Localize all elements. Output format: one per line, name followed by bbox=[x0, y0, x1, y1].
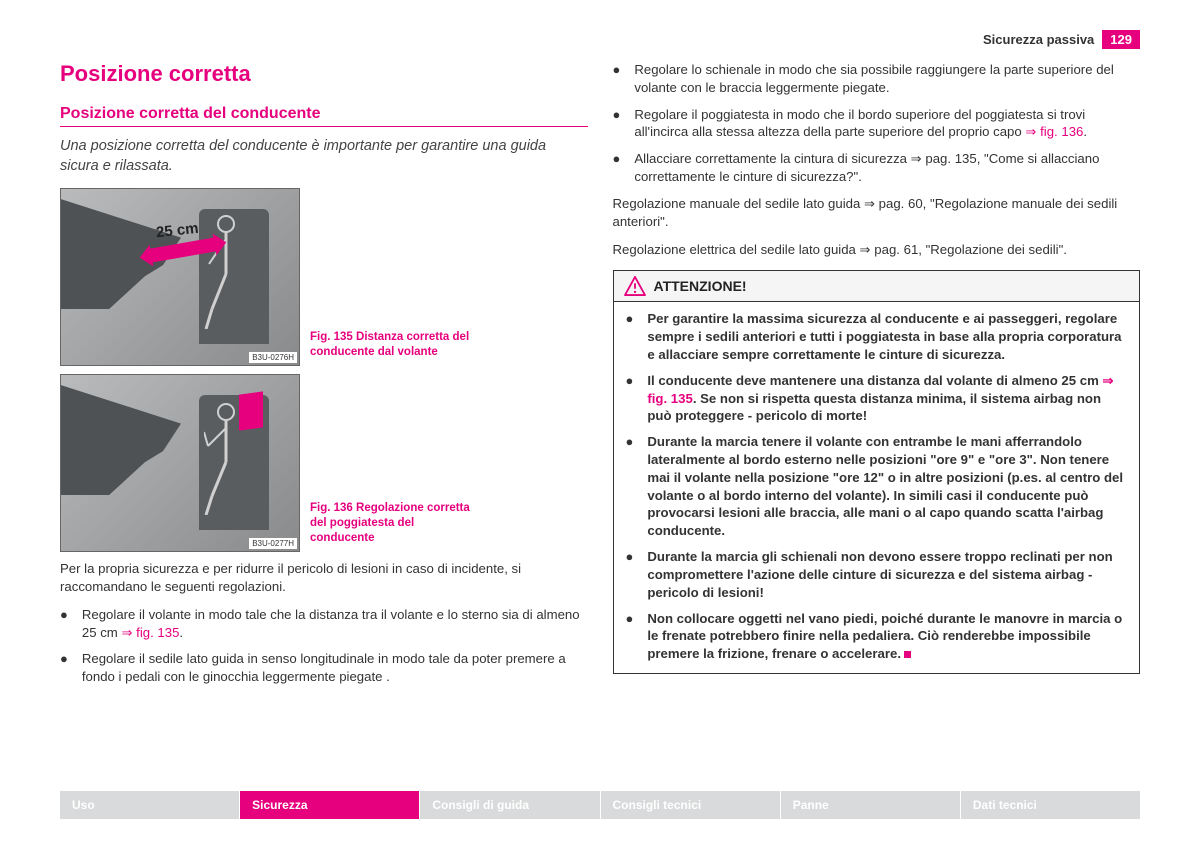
figure-136-row: B3U-0277H Fig. 136 Regolazione corretta … bbox=[60, 374, 588, 552]
figure-135-caption: Fig. 135 Distanza corretta del conducent… bbox=[310, 330, 475, 366]
sub-heading: Posizione corretta del conducente bbox=[60, 105, 588, 127]
content-columns: Posizione corretta Posizione corretta de… bbox=[60, 61, 1140, 695]
attention-header: ATTENZIONE! bbox=[614, 271, 1140, 302]
warning-4: ● Durante la marcia gli schienali non de… bbox=[626, 548, 1128, 601]
nav-consigli-tecnici[interactable]: Consigli tecnici bbox=[601, 791, 781, 819]
warning-text: Il conducente deve mantenere una distanz… bbox=[647, 372, 1127, 425]
lead-text: Una posizione corretta del conducente è … bbox=[60, 137, 588, 176]
main-heading: Posizione corretta bbox=[60, 61, 588, 87]
bullet-5: ● Allacciare correttamente la cintura di… bbox=[613, 150, 1141, 186]
bullet-icon: ● bbox=[626, 610, 634, 663]
bullet-4: ● Regolare il poggiatesta in modo che il… bbox=[613, 106, 1141, 142]
bullet-icon: ● bbox=[626, 372, 634, 425]
warning-5: ● Non collocare oggetti nel vano piedi, … bbox=[626, 610, 1128, 663]
warning-text: Non collocare oggetti nel vano piedi, po… bbox=[647, 610, 1127, 663]
left-column: Posizione corretta Posizione corretta de… bbox=[60, 61, 588, 695]
bullet-text: Allacciare correttamente la cintura di s… bbox=[634, 150, 1140, 186]
bullet-icon: ● bbox=[626, 433, 634, 540]
nav-dati-tecnici[interactable]: Dati tecnici bbox=[961, 791, 1140, 819]
bullet-icon: ● bbox=[60, 606, 68, 642]
skeleton-illustration bbox=[204, 400, 249, 515]
bullet-text: Regolare il volante in modo tale che la … bbox=[82, 606, 588, 642]
warning-text: Durante la marcia tenere il volante con … bbox=[647, 433, 1127, 540]
bottom-nav: Uso Sicurezza Consigli di guida Consigli… bbox=[60, 791, 1140, 819]
attention-box: ATTENZIONE! ● Per garantire la massima s… bbox=[613, 270, 1141, 674]
warning-text: Per garantire la massima sicurezza al co… bbox=[647, 310, 1127, 363]
warning-text: Durante la marcia gli schienali non devo… bbox=[647, 548, 1127, 601]
skeleton-illustration bbox=[204, 214, 249, 329]
paragraph-manual-adjust: Regolazione manuale del sedile lato guid… bbox=[613, 195, 1141, 231]
bullet-icon: ● bbox=[626, 310, 634, 363]
bullet-text: Regolare il sedile lato guida in senso l… bbox=[82, 650, 588, 686]
bullet-3: ● Regolare lo schienale in modo che sia … bbox=[613, 61, 1141, 97]
bullet-icon: ● bbox=[613, 150, 621, 186]
bullet-icon: ● bbox=[626, 548, 634, 601]
section-title: Sicurezza passiva bbox=[983, 32, 1094, 47]
warning-2: ● Il conducente deve mantenere una dista… bbox=[626, 372, 1128, 425]
warning-triangle-icon bbox=[624, 276, 646, 296]
paragraph-electric-adjust: Regolazione elettrica del sedile lato gu… bbox=[613, 241, 1141, 259]
figure-code: B3U-0276H bbox=[249, 352, 297, 363]
figure-135-row: 25 cm B3U-0276H Fig. 135 Distanza corret… bbox=[60, 188, 588, 366]
end-marker-icon bbox=[904, 651, 911, 658]
warning-3: ● Durante la marcia tenere il volante co… bbox=[626, 433, 1128, 540]
dashboard-shape bbox=[61, 385, 181, 495]
nav-panne[interactable]: Panne bbox=[781, 791, 961, 819]
figure-136: B3U-0277H bbox=[60, 374, 300, 552]
distance-label: 25 cm bbox=[155, 220, 199, 241]
warning-1: ● Per garantire la massima sicurezza al … bbox=[626, 310, 1128, 363]
bullet-icon: ● bbox=[60, 650, 68, 686]
attention-body: ● Per garantire la massima sicurezza al … bbox=[614, 302, 1140, 673]
bullet-text: Regolare lo schienale in modo che sia po… bbox=[634, 61, 1140, 97]
figure-136-caption: Fig. 136 Regolazione corretta del poggia… bbox=[310, 501, 475, 552]
right-column: ● Regolare lo schienale in modo che sia … bbox=[613, 61, 1141, 695]
bullet-icon: ● bbox=[613, 61, 621, 97]
bullet-icon: ● bbox=[613, 106, 621, 142]
figure-135: 25 cm B3U-0276H bbox=[60, 188, 300, 366]
nav-uso[interactable]: Uso bbox=[60, 791, 240, 819]
nav-consigli-guida[interactable]: Consigli di guida bbox=[420, 791, 600, 819]
bullet-1: ● Regolare il volante in modo tale che l… bbox=[60, 606, 588, 642]
nav-sicurezza[interactable]: Sicurezza bbox=[240, 791, 420, 819]
bullet-text: Regolare il poggiatesta in modo che il b… bbox=[634, 106, 1140, 142]
figure-code: B3U-0277H bbox=[249, 538, 297, 549]
bullet-2: ● Regolare il sedile lato guida in senso… bbox=[60, 650, 588, 686]
page-number-badge: 129 bbox=[1102, 30, 1140, 49]
manual-page: Sicurezza passiva 129 Posizione corretta… bbox=[0, 0, 1200, 841]
attention-title: ATTENZIONE! bbox=[654, 278, 747, 294]
page-header: Sicurezza passiva 129 bbox=[60, 30, 1140, 49]
intro-text: Per la propria sicurezza e per ridurre i… bbox=[60, 560, 588, 596]
